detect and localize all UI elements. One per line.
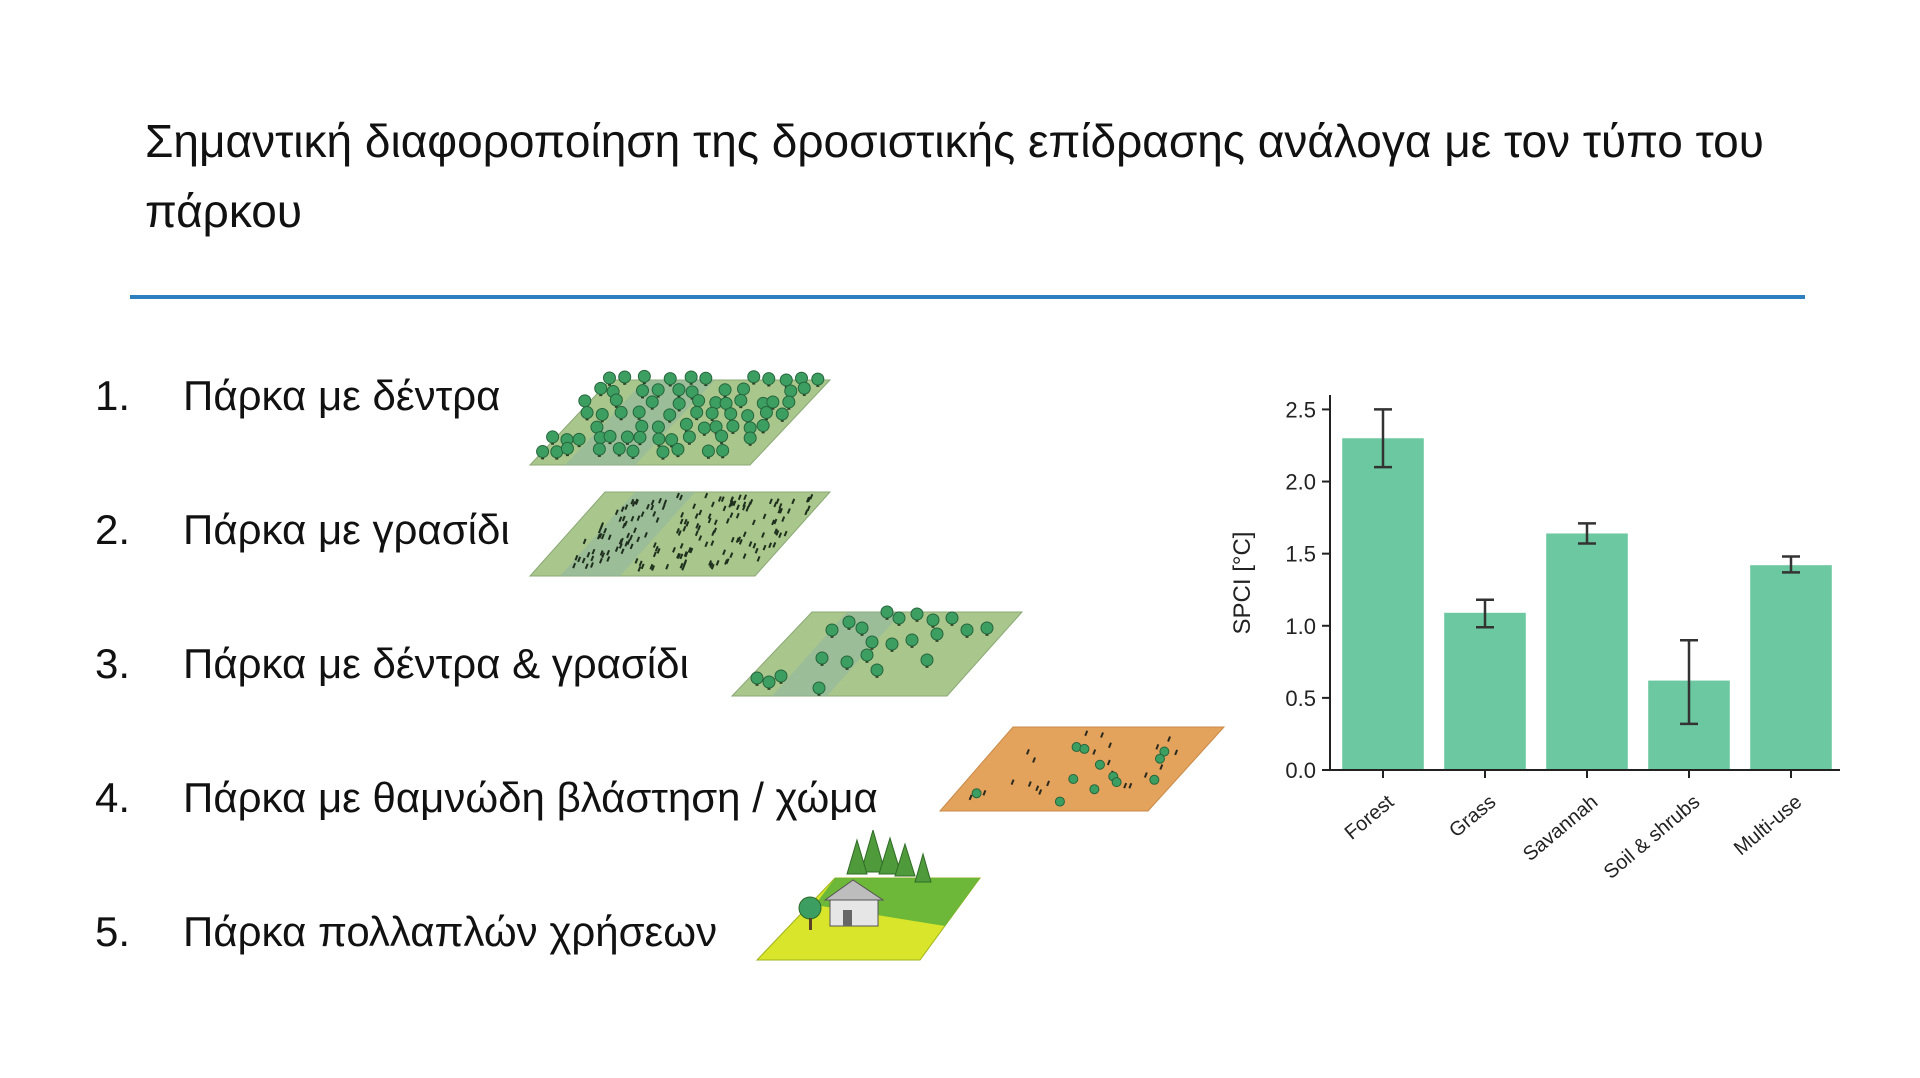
savannah-park-icon xyxy=(730,605,1024,697)
x-tick-label: Savannah xyxy=(1519,791,1602,866)
y-tick-label: 2.0 xyxy=(1285,470,1316,495)
list-number: 2. xyxy=(95,506,131,553)
x-tick-label: Grass xyxy=(1445,791,1500,842)
shrub-soil-park-icon xyxy=(938,726,1226,812)
x-tick-label: Forest xyxy=(1341,791,1399,845)
list-number: 4. xyxy=(95,774,131,821)
slide-title: Σημαντική διαφοροποίηση της δροσιστικής … xyxy=(145,115,1764,237)
list-item-3: 3. Πάρκα με δέντρα & γρασίδι xyxy=(95,640,689,688)
forest-park-icon xyxy=(528,369,832,466)
grass-park-icon xyxy=(528,491,832,577)
list-label: Πάρκα με θαμνώδη βλάστηση / χώμα xyxy=(183,774,878,821)
list-label: Πάρκα με γρασίδι xyxy=(183,506,510,553)
y-tick-label: 0.5 xyxy=(1285,686,1316,711)
title-divider xyxy=(130,295,1805,299)
list-number: 3. xyxy=(95,640,131,687)
list-number: 1. xyxy=(95,372,131,419)
list-label: Πάρκα με δέντρα xyxy=(183,372,501,419)
spci-bar-chart: 0.0 0.5 1.0 1.5 2.0 2.5 Forest Grass SavannahSo… xyxy=(1229,395,1840,884)
y-tick-label: 0.0 xyxy=(1285,758,1316,783)
list-label: Πάρκα με δέντρα & γρασίδι xyxy=(183,640,689,687)
list-item-5: 5. Πάρκα πολλαπλών χρήσεων xyxy=(95,908,717,956)
list-number: 5. xyxy=(95,908,131,955)
y-axis-label: SPCI [°C] xyxy=(1229,532,1256,635)
y-tick-label: 1.0 xyxy=(1285,614,1316,639)
bar-forest xyxy=(1342,438,1424,770)
bar-multi-use xyxy=(1750,565,1832,770)
x-tick-label: Soil & shrubs xyxy=(1600,791,1704,884)
list-item-2: 2. Πάρκα με γρασίδι xyxy=(95,506,510,554)
house-icon xyxy=(823,879,885,927)
list-item-4: 4. Πάρκα με θαμνώδη βλάστηση / χώμα xyxy=(95,774,878,822)
list-label: Πάρκα πολλαπλών χρήσεων xyxy=(183,908,718,955)
multi-use-park-icon xyxy=(755,830,981,961)
bar-grass xyxy=(1444,612,1526,770)
y-tick-label: 1.5 xyxy=(1285,542,1316,567)
y-tick-label: 2.5 xyxy=(1285,397,1316,422)
list-item-1: 1. Πάρκα με δέντρα xyxy=(95,372,500,420)
x-tick-label: Multi-use xyxy=(1730,791,1806,860)
bar-savannah xyxy=(1546,533,1628,770)
